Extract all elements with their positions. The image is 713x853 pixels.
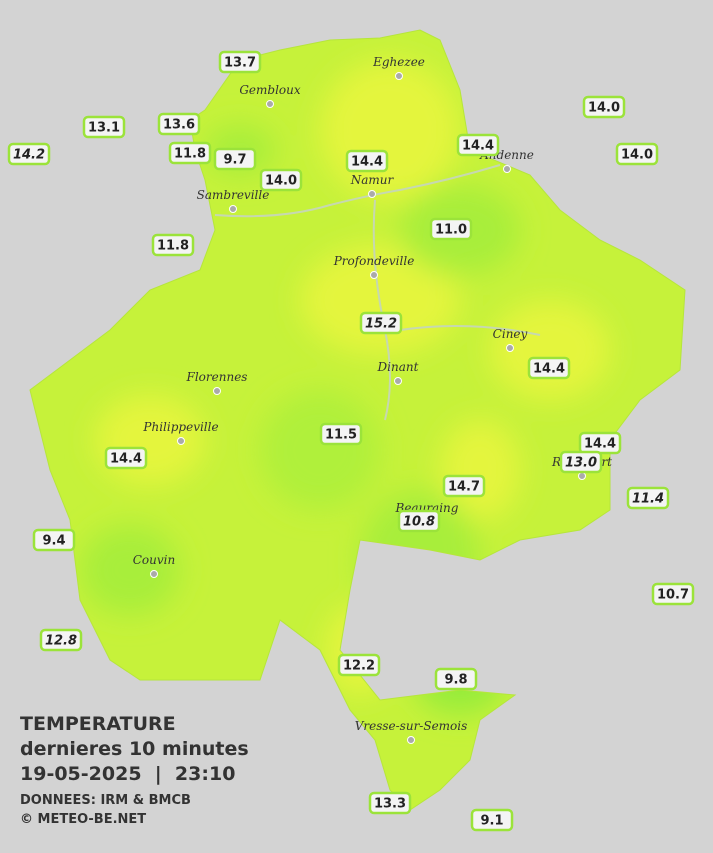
station-box (32, 528, 76, 552)
city-dot (407, 736, 415, 744)
station-box (337, 653, 381, 677)
station-box (470, 808, 514, 832)
station-value: 11.0 (435, 223, 467, 238)
datetime: 19-05-2025 | 23:10 (20, 763, 235, 785)
station-value: 10.8 (403, 515, 435, 530)
station-value: 13.1 (88, 121, 120, 136)
station-box (456, 133, 500, 157)
station-value: 9.1 (480, 814, 503, 829)
city-label: Gembloux (239, 83, 301, 97)
station-box (442, 474, 486, 498)
station-value: 13.3 (374, 797, 406, 812)
station-box (368, 791, 412, 815)
station-box (434, 667, 478, 691)
station-value: 14.0 (265, 174, 297, 189)
city-label: Philippeville (142, 420, 218, 434)
station-box (151, 233, 195, 257)
station-box (259, 168, 303, 192)
station-value: 11.5 (325, 428, 357, 443)
city-dot (177, 437, 185, 445)
city-label: Dinant (377, 360, 419, 374)
station-value: 14.7 (448, 480, 480, 495)
city-dot (394, 377, 402, 385)
station-value: 10.7 (657, 588, 689, 603)
city-dot (368, 190, 376, 198)
city-dot (506, 344, 514, 352)
station-box (104, 446, 148, 470)
station-box (359, 311, 403, 335)
city-dot (266, 100, 274, 108)
station-box (626, 486, 670, 510)
station-value: 14.4 (533, 362, 565, 377)
station-box (527, 356, 571, 380)
station-value: 12.2 (343, 659, 375, 674)
station-value: 9.7 (223, 153, 246, 168)
city-dot (395, 72, 403, 80)
station-value: 11.8 (174, 147, 206, 162)
station-box (7, 142, 51, 166)
city-label: Couvin (133, 553, 175, 567)
city-dot (229, 205, 237, 213)
station-value: 14.4 (110, 452, 142, 467)
station-box (397, 509, 441, 533)
city-dot (578, 472, 586, 480)
station-value: 15.2 (365, 317, 397, 332)
source: DONNEES: IRM & BMCB (20, 793, 191, 808)
city-label: Vresse-sur-Semois (355, 719, 468, 733)
station-value: 13.7 (224, 56, 256, 71)
city-label: Eghezee (372, 55, 425, 69)
city-label: Florennes (186, 370, 248, 384)
subtitle: dernieres 10 minutes (20, 738, 249, 760)
station-box (615, 142, 659, 166)
station-box (651, 582, 695, 606)
city-label: Namur (350, 173, 395, 187)
city-label: Profondeville (333, 254, 415, 268)
station-box (345, 149, 389, 173)
station-value: 14.2 (13, 148, 45, 163)
station-value: 11.8 (157, 239, 189, 254)
station-box (319, 422, 363, 446)
city-dot (213, 387, 221, 395)
station-box (168, 141, 212, 165)
station-box (218, 50, 262, 74)
station-value: 11.4 (632, 492, 664, 507)
station-value: 12.8 (45, 634, 77, 649)
station-box (582, 95, 626, 119)
station-value: 9.4 (42, 534, 65, 549)
credit: © METEO-BE.NET (20, 812, 146, 827)
station-value: 13.6 (163, 118, 195, 133)
station-value: 13.0 (565, 456, 597, 471)
station-box (82, 115, 126, 139)
station-value: 9.8 (444, 673, 467, 688)
city-dot (370, 271, 378, 279)
station-value: 14.0 (621, 148, 653, 163)
station-value: 14.4 (584, 437, 616, 452)
city-label: Sambreville (197, 188, 270, 202)
city-label: Ciney (493, 327, 528, 341)
station-value: 14.4 (462, 139, 494, 154)
station-box (213, 147, 257, 171)
station-box (157, 112, 201, 136)
city-dot (150, 570, 158, 578)
station-box (39, 628, 83, 652)
station-box (429, 217, 473, 241)
station-value: 14.0 (588, 101, 620, 116)
title: TEMPERATURE (20, 713, 176, 735)
city-dot (503, 165, 511, 173)
station-box (559, 450, 603, 474)
station-value: 14.4 (351, 155, 383, 170)
